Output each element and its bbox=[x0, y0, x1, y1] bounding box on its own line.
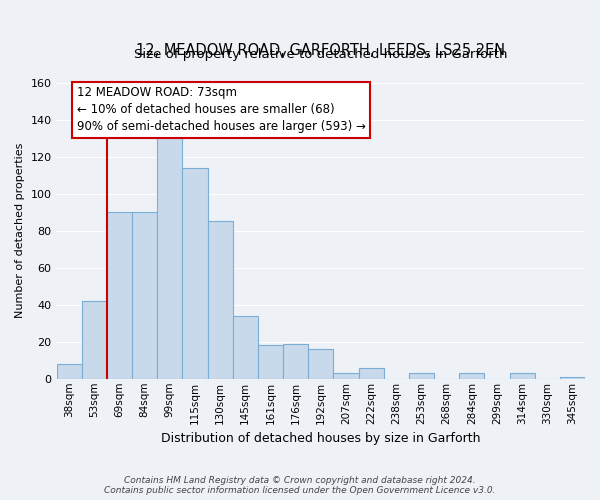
Text: Contains HM Land Registry data © Crown copyright and database right 2024.
Contai: Contains HM Land Registry data © Crown c… bbox=[104, 476, 496, 495]
Bar bbox=[107, 212, 132, 379]
Bar bbox=[509, 373, 535, 379]
Bar bbox=[56, 364, 82, 379]
Bar bbox=[359, 368, 383, 379]
Bar bbox=[459, 373, 484, 379]
Bar bbox=[334, 373, 359, 379]
Bar bbox=[208, 222, 233, 379]
X-axis label: Distribution of detached houses by size in Garforth: Distribution of detached houses by size … bbox=[161, 432, 481, 445]
Bar bbox=[132, 212, 157, 379]
Bar bbox=[409, 373, 434, 379]
Bar bbox=[283, 344, 308, 379]
Text: 12 MEADOW ROAD: 73sqm
← 10% of detached houses are smaller (68)
90% of semi-deta: 12 MEADOW ROAD: 73sqm ← 10% of detached … bbox=[77, 86, 365, 134]
Bar bbox=[157, 131, 182, 379]
Bar bbox=[560, 377, 585, 379]
Title: Size of property relative to detached houses in Garforth: Size of property relative to detached ho… bbox=[134, 48, 508, 60]
Y-axis label: Number of detached properties: Number of detached properties bbox=[15, 143, 25, 318]
Bar bbox=[82, 301, 107, 379]
Bar bbox=[308, 349, 334, 379]
Bar bbox=[182, 168, 208, 379]
Bar bbox=[258, 346, 283, 379]
Text: 12, MEADOW ROAD, GARFORTH, LEEDS, LS25 2EN: 12, MEADOW ROAD, GARFORTH, LEEDS, LS25 2… bbox=[136, 42, 505, 58]
Bar bbox=[233, 316, 258, 379]
